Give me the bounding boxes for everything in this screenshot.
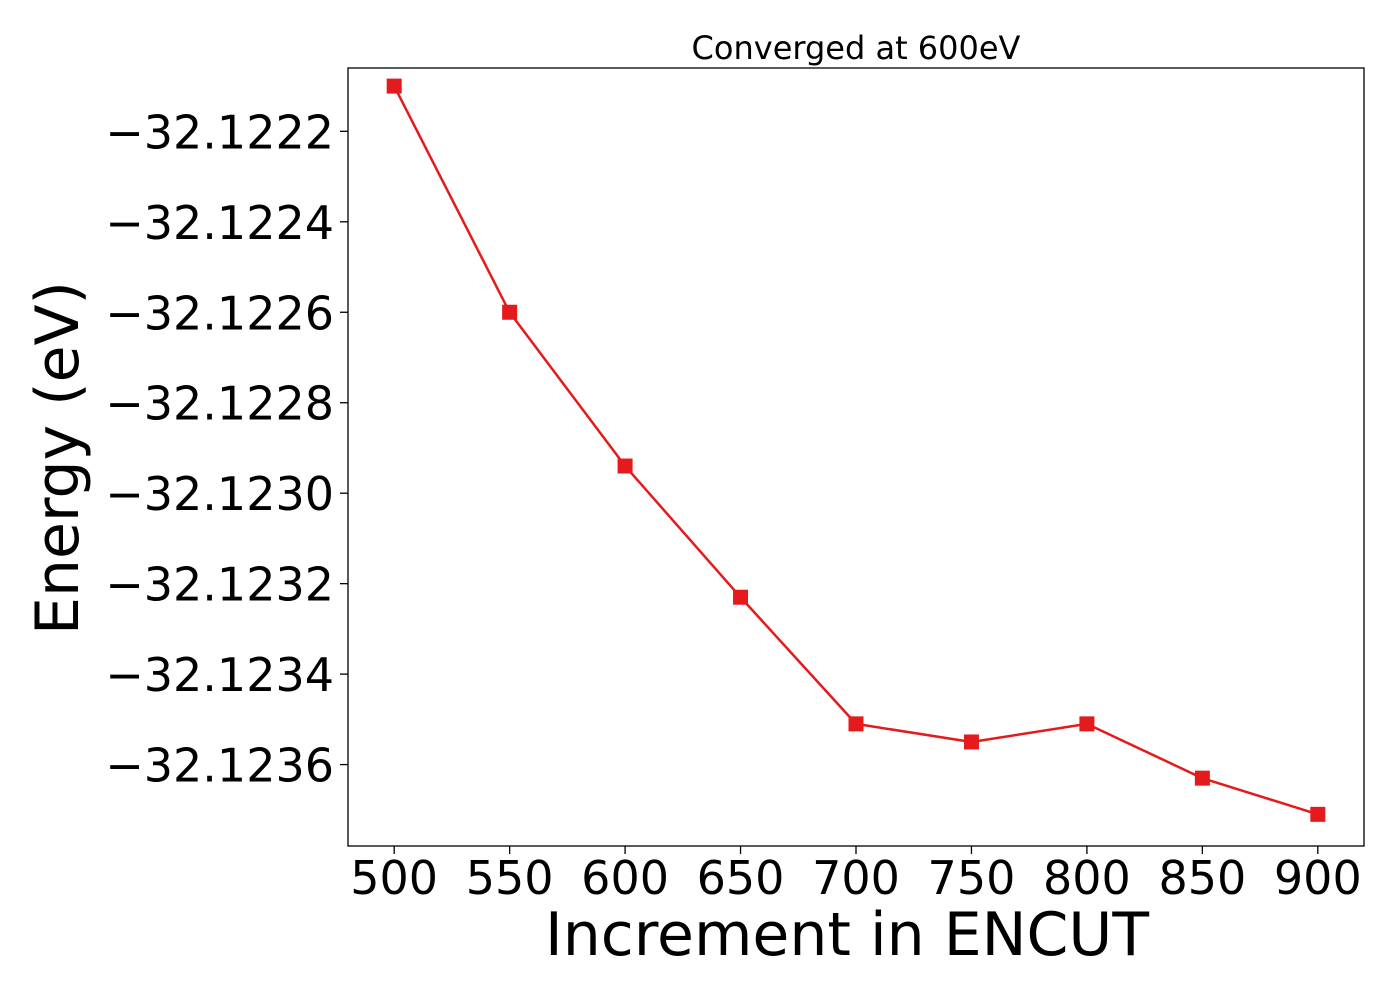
y-axis-ticks: −32.1222 −32.1224 −32.1226 −32.1228 −32.1230… (105, 105, 348, 793)
x-axis-label: Increment in ENCUT (545, 900, 1149, 970)
x-tick-label: 500 (350, 851, 438, 905)
y-tick-label: −32.1224 (105, 196, 334, 250)
series-line (393, 85, 1319, 816)
y-tick-label: −32.1232 (105, 558, 334, 612)
data-point-marker (617, 458, 633, 474)
data-point-marker (848, 716, 864, 732)
y-tick-label: −32.1226 (105, 286, 334, 340)
y-tick-label: −32.1222 (105, 105, 334, 159)
data-point-marker (1310, 806, 1326, 822)
data-point-marker (963, 734, 979, 750)
data-point-marker (502, 304, 518, 320)
data-point-marker (1194, 770, 1210, 786)
x-tick-label: 900 (1274, 851, 1362, 905)
x-tick-label: 850 (1158, 851, 1246, 905)
series-layer (386, 78, 1326, 822)
data-point-marker (386, 78, 402, 94)
x-tick-label: 800 (1043, 851, 1131, 905)
x-tick-label: 600 (581, 851, 669, 905)
chart-title: Converged at 600eV (692, 29, 1021, 67)
x-axis-ticks: 500 550 600 650 700 750 800 850 900 (350, 846, 1362, 905)
x-tick-label: 700 (812, 851, 900, 905)
x-tick-label: 750 (928, 851, 1016, 905)
y-tick-label: −32.1228 (105, 377, 334, 431)
y-axis-label: Energy (eV) (23, 281, 93, 635)
y-tick-label: −32.1234 (105, 648, 334, 702)
x-tick-label: 650 (697, 851, 785, 905)
y-tick-label: −32.1236 (105, 739, 334, 793)
data-point-marker (733, 589, 749, 605)
x-tick-label: 550 (466, 851, 554, 905)
y-tick-label: −32.1230 (105, 467, 334, 521)
data-point-marker (1079, 716, 1095, 732)
